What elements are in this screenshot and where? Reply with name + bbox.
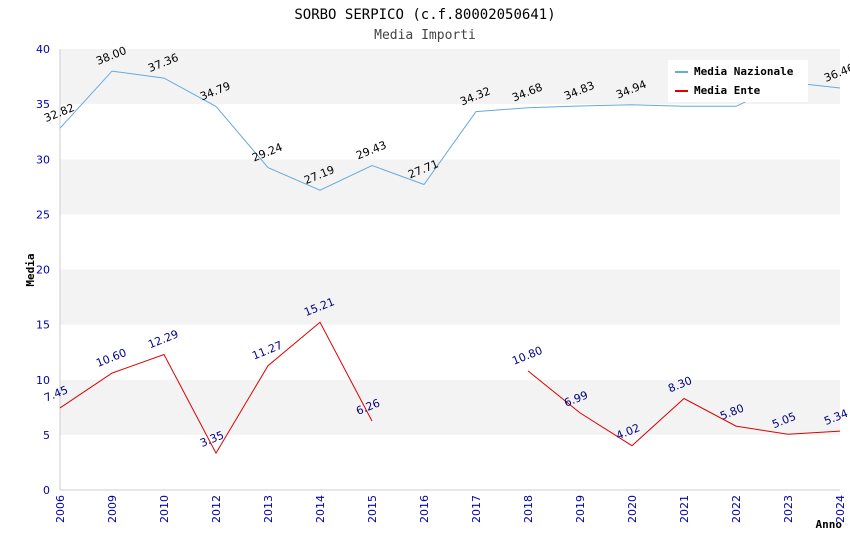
x-tick-label: 2014 (314, 495, 327, 523)
y-tick-label: 40 (36, 43, 50, 56)
grid-band (60, 104, 840, 160)
axes (59, 49, 840, 491)
x-tick-label: 2016 (418, 495, 431, 523)
grid-band (60, 269, 840, 325)
y-ticks: 0 5 10 15 20 25 30 35 40 (36, 43, 50, 497)
chart-title: SORBO SERPICO (c.f.80002050641) (294, 7, 555, 23)
x-tick-label: 2010 (158, 495, 171, 523)
x-tick-label: 2017 (470, 495, 483, 523)
legend-label-nazionale: Media Nazionale (694, 65, 794, 78)
y-tick-label: 25 (36, 208, 50, 221)
grid-band (60, 324, 840, 380)
legend: Media Nazionale Media Ente (668, 60, 808, 102)
x-tick-label: 2018 (522, 495, 535, 523)
x-tick-label: 2009 (106, 495, 119, 523)
grid-band (60, 379, 840, 435)
chart-subtitle: Media Importi (374, 28, 476, 43)
legend-label-ente: Media Ente (694, 84, 761, 97)
series-line-ente (527, 370, 841, 447)
x-tick-label: 2024 (834, 495, 847, 523)
x-axis-label: Anno (816, 518, 843, 531)
x-tick-label: 2019 (574, 495, 587, 523)
grid-band (60, 159, 840, 215)
x-tick-label: 2021 (678, 495, 691, 523)
y-tick-label: 15 (36, 319, 50, 332)
y-tick-label: 10 (36, 374, 50, 387)
grid-band (60, 434, 840, 490)
series-line-ente (59, 321, 373, 455)
y-tick-label: 20 (36, 264, 50, 277)
x-tick-label: 2020 (626, 495, 639, 523)
y-tick-label: 30 (36, 153, 50, 166)
grid-bands (60, 49, 840, 490)
y-tick-label: 35 (36, 98, 50, 111)
y-axis-label: Media (24, 253, 37, 286)
y-tick-label: 5 (43, 429, 50, 442)
x-tick-label: 2006 (54, 495, 67, 523)
x-tick-label: 2015 (366, 495, 379, 523)
y-tick-label: 0 (43, 484, 50, 497)
x-tick-label: 2022 (730, 495, 743, 523)
x-tick-label: 2013 (262, 495, 275, 523)
legend-box (668, 60, 808, 102)
x-tick-label: 2023 (782, 495, 795, 523)
x-tick-label: 2012 (210, 495, 223, 523)
series-line-nazionale (59, 70, 841, 191)
series-lines (59, 70, 841, 455)
grid-band (60, 214, 840, 270)
x-ticks: 2006 2009 2010 2012 2013 2014 2015 2016 2017 2018… (54, 495, 847, 523)
